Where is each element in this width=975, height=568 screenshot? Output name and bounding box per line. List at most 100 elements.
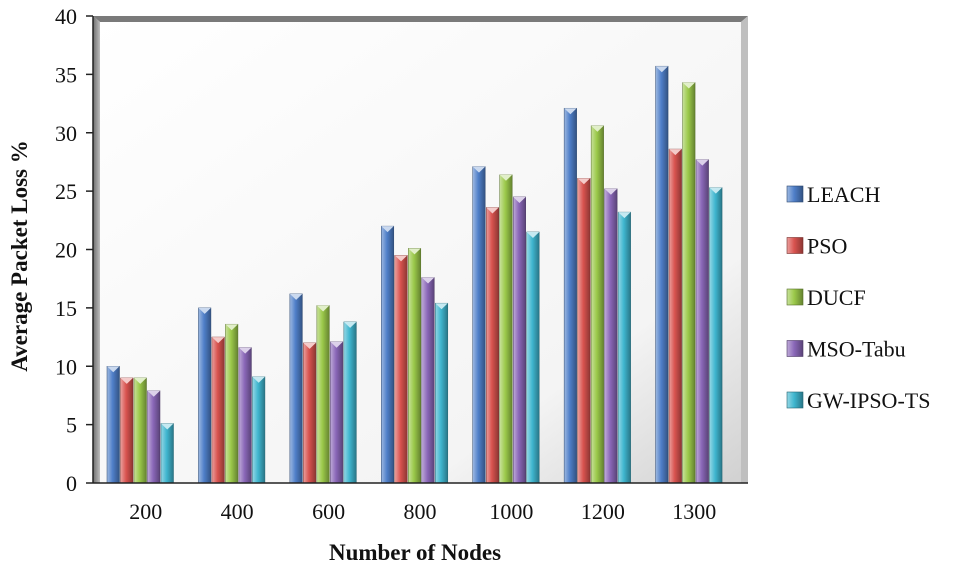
- bar-gw-ipso-ts-200: [160, 423, 174, 484]
- bar-leach-200: [106, 366, 120, 484]
- y-tick-label: 30: [55, 121, 77, 146]
- bar-mso-tabu-800: [421, 277, 435, 484]
- legend: LEACH PSO DUCF MSO-Tabu GW-IPSO-TS: [786, 182, 930, 413]
- bar-cap: [252, 376, 265, 383]
- bar-pso-400: [211, 336, 225, 484]
- bar-leach-600: [289, 293, 303, 484]
- bar-cap: [709, 187, 723, 194]
- bar-cap: [591, 125, 604, 132]
- bar-mso-tabu-1000: [512, 196, 526, 484]
- bar-pso-1000: [485, 207, 499, 484]
- plot-back-wall-top: [93, 16, 748, 22]
- bar-cap: [577, 178, 591, 185]
- bar-gw-ipso-ts-1300: [709, 187, 723, 484]
- bars-group: [106, 65, 723, 484]
- y-tick-label: 15: [55, 296, 77, 321]
- bar-pso-600: [303, 342, 317, 484]
- y-tick-label: 25: [55, 179, 77, 204]
- bar-cap: [435, 303, 448, 310]
- bar-leach-800: [381, 225, 395, 484]
- x-tick-label: 1200: [581, 499, 625, 524]
- bar-cap: [238, 347, 252, 354]
- bar-cap: [316, 305, 330, 312]
- bar-cap: [161, 423, 174, 430]
- bar-leach-1200: [563, 107, 577, 484]
- bar-mso-tabu-600: [330, 341, 344, 484]
- y-axis-title: Average Packet Loss %: [7, 140, 32, 371]
- y-tick-label: 5: [66, 413, 77, 438]
- bar-cap: [486, 207, 499, 214]
- bar-cap: [564, 108, 577, 115]
- legend-swatch-ducf: [786, 288, 804, 306]
- bar-gw-ipso-ts-1000: [526, 231, 540, 484]
- bar-leach-400: [198, 307, 212, 484]
- bar-cap: [421, 277, 435, 284]
- bar-gw-ipso-ts-800: [435, 302, 449, 484]
- x-tick-label: 600: [312, 499, 345, 524]
- y-tick-label: 10: [55, 354, 77, 379]
- bar-cap: [134, 377, 147, 384]
- bar-cap: [147, 390, 160, 397]
- bar-mso-tabu-1300: [695, 159, 709, 484]
- bar-ducf-800: [408, 248, 422, 484]
- y-tick-label: 0: [66, 471, 77, 496]
- y-tick-label: 20: [55, 238, 77, 263]
- bar-cap: [696, 159, 709, 166]
- bar-cap: [225, 324, 238, 331]
- bar-cap: [655, 66, 669, 73]
- bar-cap: [472, 166, 486, 173]
- bar-leach-1000: [472, 166, 486, 484]
- x-axis: 200 400 600 800 1000 1200 1300: [93, 482, 748, 524]
- bar-cap: [408, 248, 421, 255]
- bar-ducf-1000: [499, 174, 513, 484]
- x-tick-label: 800: [404, 499, 437, 524]
- legend-swatch-mso-tabu: [786, 340, 804, 357]
- legend-swatch-leach: [786, 185, 804, 203]
- plot-back-wall-right: [741, 16, 748, 483]
- bar-pso-200: [120, 377, 134, 484]
- bar-cap: [303, 342, 316, 349]
- bar-pso-1200: [577, 178, 591, 484]
- bar-gw-ipso-ts-600: [343, 321, 357, 484]
- bar-cap: [381, 226, 394, 233]
- legend-swatch-gw-ipso-ts: [786, 391, 804, 409]
- bar-gw-ipso-ts-1200: [617, 211, 631, 484]
- bar-leach-1300: [655, 65, 669, 484]
- x-tick-label: 1300: [672, 499, 716, 524]
- bar-cap: [526, 231, 540, 238]
- bar-cap: [513, 196, 526, 203]
- bar-gw-ipso-ts-400: [252, 376, 266, 484]
- y-tick-label: 40: [55, 4, 77, 29]
- bar-ducf-200: [133, 377, 147, 484]
- x-axis-title: Number of Nodes: [329, 540, 501, 565]
- bar-pso-800: [394, 255, 408, 484]
- legend-label: GW-IPSO-TS: [807, 388, 930, 413]
- x-tick-label: 200: [129, 499, 162, 524]
- bar-cap: [343, 321, 357, 328]
- bar-mso-tabu-400: [238, 347, 252, 484]
- y-tick-label: 35: [55, 62, 77, 87]
- bar-cap: [669, 149, 682, 156]
- bar-cap: [289, 293, 303, 300]
- legend-swatch-pso: [786, 237, 804, 254]
- y-axis: 0 5 10 15 20 25 30 35 40: [55, 4, 94, 496]
- bar-cap: [394, 255, 408, 262]
- legend-label: MSO-Tabu: [807, 337, 906, 362]
- bar-cap: [198, 307, 211, 314]
- bar-ducf-400: [225, 323, 239, 484]
- legend-label: LEACH: [807, 182, 880, 207]
- x-tick-label: 400: [221, 499, 254, 524]
- legend-label: DUCF: [807, 285, 866, 310]
- bar-ducf-1300: [682, 82, 696, 484]
- bar-cap: [682, 82, 696, 89]
- bar-mso-tabu-200: [147, 390, 161, 484]
- bar-cap: [107, 366, 120, 373]
- bar-pso-1300: [668, 148, 682, 484]
- bar-cap: [618, 212, 631, 219]
- bar-cap: [499, 174, 513, 181]
- bar-cap: [120, 377, 133, 384]
- bar-cap: [604, 188, 618, 195]
- bar-ducf-1200: [590, 125, 604, 484]
- x-tick-label: 1000: [489, 499, 533, 524]
